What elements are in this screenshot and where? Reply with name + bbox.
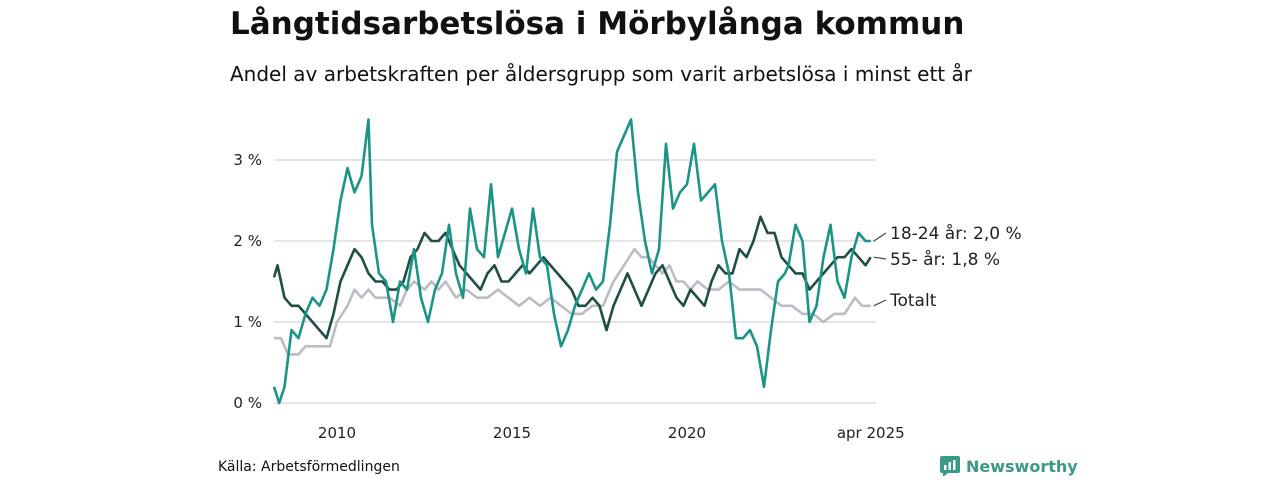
chart-grid xyxy=(274,159,876,404)
series-label: 55- år: 1,8 % xyxy=(890,249,1000,270)
y-tick-label: 1 % xyxy=(233,313,262,331)
label-leader xyxy=(873,232,887,242)
x-tick-label: 2015 xyxy=(493,424,531,442)
x-tick-label: apr 2025 xyxy=(837,424,905,442)
series-label: Totalt xyxy=(889,291,937,311)
x-axis: 2010 2015 2020 apr 2025 xyxy=(318,424,905,442)
chart-series xyxy=(272,118,872,405)
source-note: Källa: Arbetsförmedlingen xyxy=(218,459,400,475)
y-tick-label: 3 % xyxy=(233,151,262,169)
series-label: 18-24 år: 2,0 % xyxy=(890,223,1022,244)
y-tick-label: 2 % xyxy=(233,232,262,250)
series-line-2 xyxy=(272,215,872,340)
brand-name: Newsworthy xyxy=(966,456,1078,476)
label-leader xyxy=(873,256,887,260)
newsworthy-logo: Newsworthy xyxy=(940,456,1078,476)
chart-subtitle: Andel av arbetskraften per åldersgrupp s… xyxy=(230,62,972,86)
x-tick-label: 2010 xyxy=(318,424,356,442)
y-tick-label: 0 % xyxy=(233,394,262,412)
chart-title: Långtidsarbetslösa i Mörbylånga kommun xyxy=(230,6,965,42)
series-labels: Totalt 55- år: 1,8 % 18-24 år: 2,0 % xyxy=(873,223,1022,311)
y-axis: 0 % 1 % 2 % 3 % xyxy=(233,151,262,412)
label-leader xyxy=(873,299,887,307)
newsworthy-icon xyxy=(940,456,960,476)
series-line-3 xyxy=(272,118,871,405)
x-tick-label: 2020 xyxy=(668,424,706,442)
